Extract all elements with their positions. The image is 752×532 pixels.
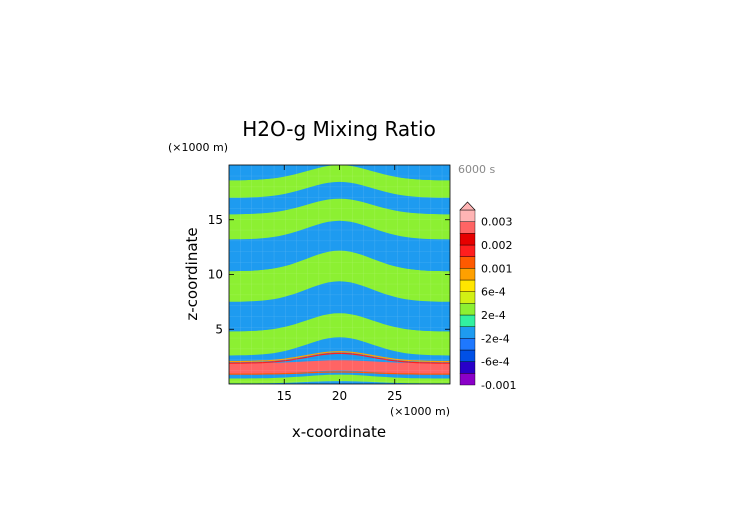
colorbar-swatch (459, 268, 476, 281)
colorbar-swatch (459, 291, 476, 304)
y-axis-label: z-coordinate (183, 227, 201, 320)
y-tick-label: 5 (215, 322, 223, 336)
chart-title: H2O-g Mixing Ratio (242, 117, 436, 141)
colorbar-swatch (459, 314, 476, 327)
colorbar-swatch (459, 233, 476, 246)
colorbar-swatch (459, 209, 476, 222)
grid-overlay (229, 165, 450, 384)
colorbar-label: 0.002 (481, 239, 513, 252)
colorbar-swatch (459, 221, 476, 234)
colorbar-swatch (459, 373, 476, 386)
x-tick-label: 15 (277, 389, 292, 403)
colorbar: 0.003 0.002 0.001 6e-4 2e-4 -2e-4 -6e-4 -0.001 (459, 201, 516, 392)
colorbar-extend-arrow (459, 201, 476, 211)
colorbar-label: 0.003 (481, 216, 513, 229)
colorbar-swatch (459, 361, 476, 374)
time-label: 6000 s (458, 163, 495, 176)
colorbar-label: -0.001 (481, 379, 516, 392)
y-tick-label: 10 (208, 268, 223, 282)
colorbar-swatch (459, 279, 476, 292)
x-tick-label: 25 (387, 389, 402, 403)
y-axis: 5 10 15 (208, 213, 450, 336)
y-tick-label: 15 (208, 213, 223, 227)
x-unit-label: (×1000 m) (390, 405, 450, 418)
y-unit-label: (×1000 m) (168, 141, 228, 154)
colorbar-label: -6e-4 (481, 356, 510, 369)
colorbar-label: -2e-4 (481, 332, 510, 345)
colorbar-swatch (459, 244, 476, 257)
colorbar-swatch (459, 338, 476, 351)
colorbar-label: 2e-4 (481, 309, 506, 322)
colorbar-label: 6e-4 (481, 286, 506, 299)
colorbar-swatch (459, 256, 476, 269)
colorbar-swatch (459, 303, 476, 316)
colorbar-swatch (459, 326, 476, 339)
colorbar-label: 0.001 (481, 262, 513, 275)
x-axis-label: x-coordinate (292, 423, 386, 441)
x-tick-label: 20 (332, 389, 347, 403)
colorbar-swatch (459, 349, 476, 362)
heatmap-field (229, 165, 450, 384)
x-axis: 15 20 25 (277, 165, 402, 403)
